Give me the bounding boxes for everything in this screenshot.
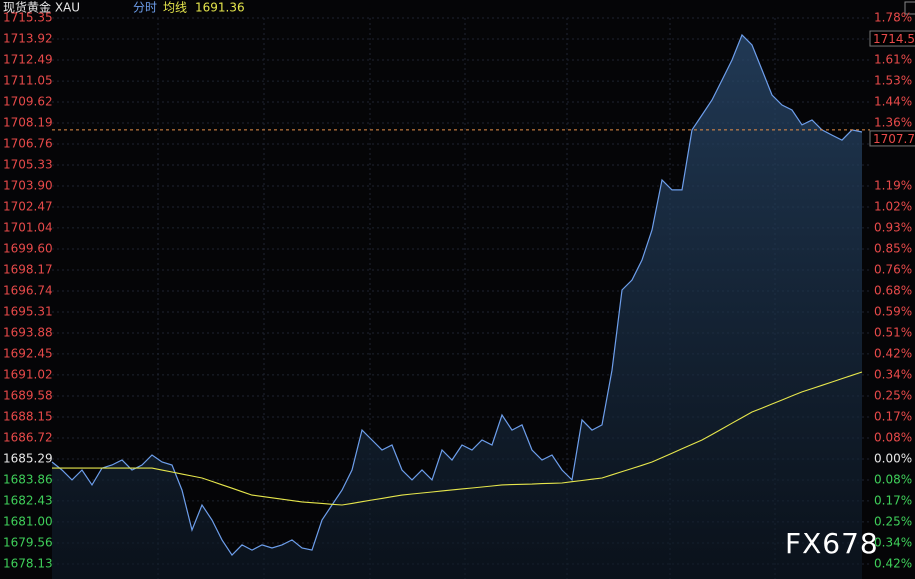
y2-tick-label: 0.68%: [874, 284, 912, 298]
y2-tick-label: 1.36%: [874, 116, 912, 130]
y-tick-label: 1679.56: [3, 536, 53, 550]
y-tick-label: 1711.05: [3, 74, 53, 88]
y2-tick-label: 0.25%: [874, 514, 912, 528]
avg-label: 均线: [163, 1, 187, 15]
y-tick-label: 1686.72: [3, 430, 53, 444]
y-tick-label: 1683.86: [3, 472, 53, 486]
y2-tick-label: 1.44%: [874, 95, 912, 109]
y2-tick-label: 1.19%: [874, 178, 912, 192]
mode-label: 分时: [133, 1, 157, 15]
y2-tick-label: 0.42%: [874, 557, 912, 571]
price-area: [52, 35, 862, 579]
y-tick-label: 1695.31: [3, 304, 53, 318]
price-box: [869, 30, 915, 47]
y2-tick-label: 1.61%: [874, 52, 912, 66]
y2-tick-label: 0.93%: [874, 220, 912, 234]
y2-tick-label: 0.08%: [874, 430, 912, 444]
y-tick-label: 1706.76: [3, 137, 53, 151]
price-line: [51, 33, 863, 557]
y-tick-label: 1703.90: [3, 178, 53, 192]
y2-tick-label: 0.51%: [874, 325, 912, 339]
y-tick-label: 1681.00: [3, 514, 53, 528]
y-tick-label: 1708.19: [3, 116, 53, 130]
y2-tick-label: 0.34%: [874, 536, 912, 550]
title: 现货黄金 XAU: [3, 0, 80, 15]
y-tick-label: 1692.45: [3, 346, 53, 360]
price-box: [869, 130, 915, 147]
average-line: [52, 371, 863, 506]
y2-tick-label: 1.53%: [874, 74, 912, 88]
y2-tick-label: 0.42%: [874, 346, 912, 360]
y-tick-label: 1715.35: [3, 11, 53, 25]
y2-tick-label: 0.76%: [874, 263, 912, 277]
y-tick-label: 1698.17: [3, 263, 53, 277]
price-box-label: 1714.53: [873, 32, 915, 46]
y2-tick-label: 1.78%: [874, 11, 912, 25]
y2-tick-label: 0.34%: [874, 367, 912, 381]
y2-tick-label: 0.85%: [874, 242, 912, 256]
y-tick-label: 1713.92: [3, 31, 53, 45]
y-tick-label: 1678.13: [3, 557, 53, 571]
y2-tick-label: 0.25%: [874, 389, 912, 403]
y-tick-label: 1689.58: [3, 389, 53, 403]
y-tick-label: 1701.04: [3, 220, 53, 234]
corner-button[interactable]: [904, 1, 915, 15]
y-tick-label: 1696.74: [3, 284, 53, 298]
y-tick-label: 1712.49: [3, 52, 53, 66]
y-tick-label: 1702.47: [3, 199, 53, 213]
y2-tick-label: 0.08%: [874, 472, 912, 486]
y-tick-label: 1682.43: [3, 493, 53, 507]
y2-tick-label: 1.02%: [874, 199, 912, 213]
y2-tick-label: 0.00%: [874, 451, 912, 465]
avg-value: 1691.36: [195, 1, 245, 15]
y2-tick-label: 0.59%: [874, 304, 912, 318]
y2-tick-label: 0.17%: [874, 493, 912, 507]
y-tick-label: 1693.88: [3, 325, 53, 339]
y-tick-label: 1699.60: [3, 242, 53, 256]
y-tick-label: 1709.62: [3, 95, 53, 109]
y2-tick-label: 0.17%: [874, 410, 912, 424]
y-tick-label: 1688.15: [3, 410, 53, 424]
y-tick-label: 1685.29: [3, 451, 53, 465]
y-tick-label: 1691.02: [3, 367, 53, 381]
price-box-label: 1707.72: [873, 132, 915, 146]
watermark: FX678: [785, 527, 879, 560]
y-tick-label: 1705.33: [3, 157, 53, 171]
